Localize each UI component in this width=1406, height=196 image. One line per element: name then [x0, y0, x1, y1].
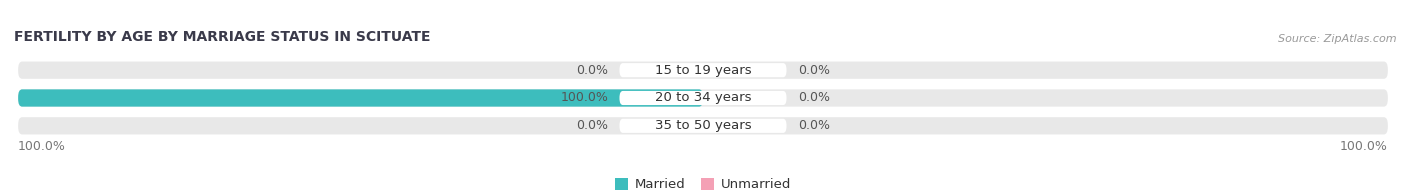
Text: FERTILITY BY AGE BY MARRIAGE STATUS IN SCITUATE: FERTILITY BY AGE BY MARRIAGE STATUS IN S…: [14, 30, 430, 44]
Text: 100.0%: 100.0%: [561, 92, 609, 104]
FancyBboxPatch shape: [620, 119, 786, 133]
FancyBboxPatch shape: [18, 117, 1388, 134]
Text: 0.0%: 0.0%: [797, 92, 830, 104]
FancyBboxPatch shape: [620, 91, 786, 105]
FancyBboxPatch shape: [18, 89, 1388, 107]
Text: 0.0%: 0.0%: [797, 64, 830, 77]
FancyBboxPatch shape: [18, 62, 1388, 79]
Text: 0.0%: 0.0%: [797, 119, 830, 132]
Text: 100.0%: 100.0%: [1340, 140, 1388, 153]
Text: Source: ZipAtlas.com: Source: ZipAtlas.com: [1278, 34, 1396, 44]
FancyBboxPatch shape: [620, 63, 786, 77]
Text: 20 to 34 years: 20 to 34 years: [655, 92, 751, 104]
Text: 0.0%: 0.0%: [576, 64, 609, 77]
Text: 100.0%: 100.0%: [18, 140, 66, 153]
Text: 0.0%: 0.0%: [576, 119, 609, 132]
Text: 15 to 19 years: 15 to 19 years: [655, 64, 751, 77]
Text: 35 to 50 years: 35 to 50 years: [655, 119, 751, 132]
FancyBboxPatch shape: [18, 89, 703, 107]
Legend: Married, Unmarried: Married, Unmarried: [609, 173, 797, 196]
